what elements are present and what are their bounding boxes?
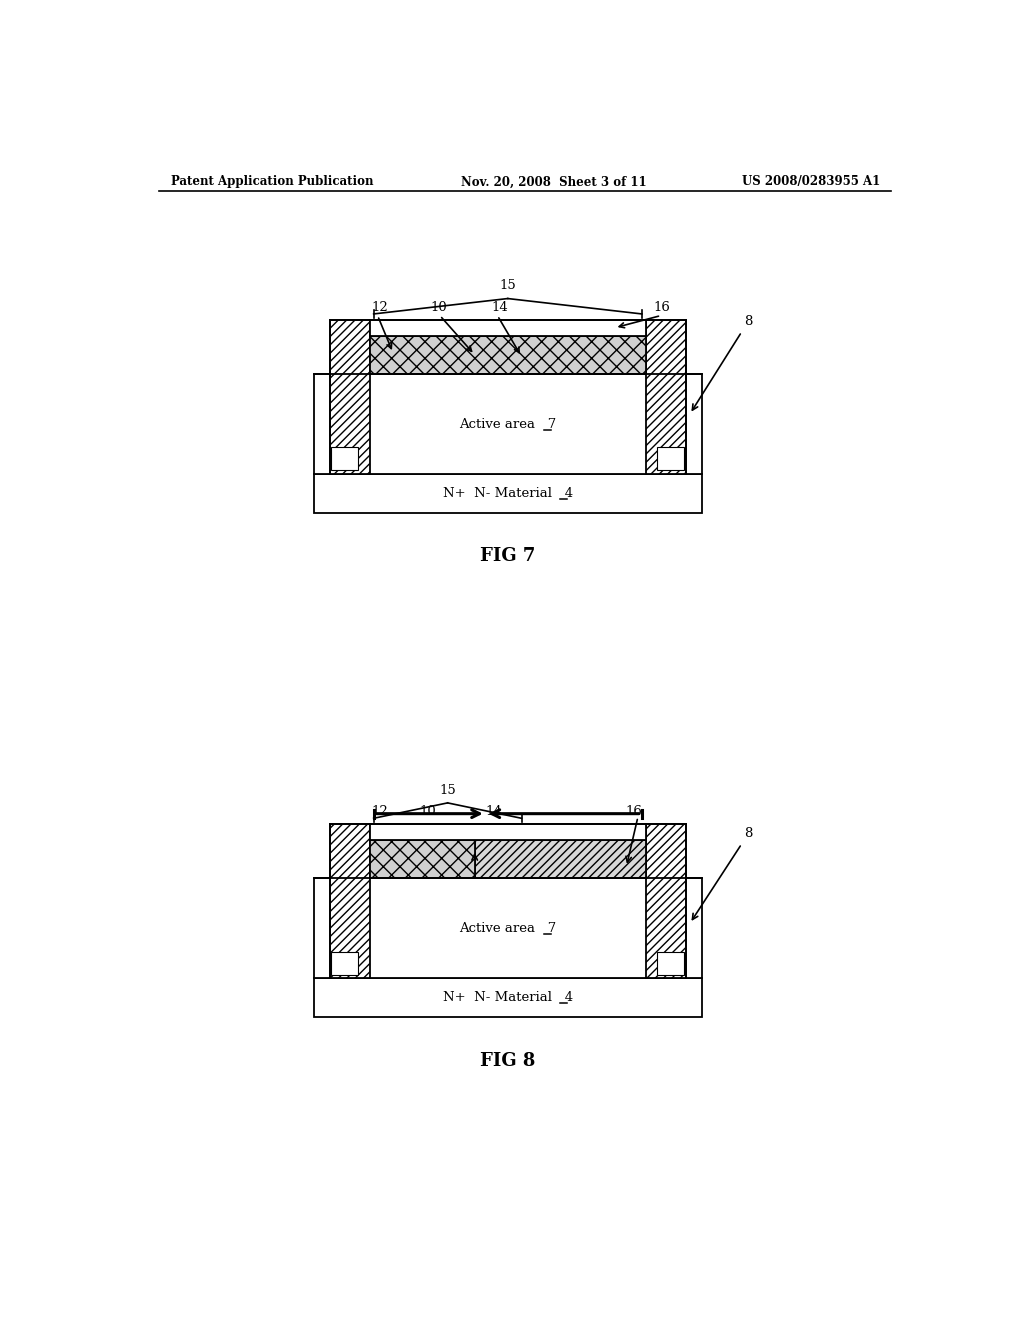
Text: 14: 14 xyxy=(492,301,508,314)
Text: 14: 14 xyxy=(485,805,503,818)
Text: 12: 12 xyxy=(372,301,388,314)
Text: Patent Application Publication: Patent Application Publication xyxy=(171,176,373,189)
Text: Active area   7: Active area 7 xyxy=(459,921,556,935)
Text: 10: 10 xyxy=(420,805,436,818)
Text: 8: 8 xyxy=(744,826,753,840)
Bar xyxy=(331,447,358,470)
Text: 12: 12 xyxy=(372,805,388,818)
Text: Active area   7: Active area 7 xyxy=(459,417,556,430)
Text: FIG 7: FIG 7 xyxy=(480,548,536,565)
Bar xyxy=(370,840,475,878)
Text: FIG 8: FIG 8 xyxy=(480,1052,536,1069)
Bar xyxy=(370,335,646,374)
Text: N+  N- Material   4: N+ N- Material 4 xyxy=(442,487,572,500)
Text: Nov. 20, 2008  Sheet 3 of 11: Nov. 20, 2008 Sheet 3 of 11 xyxy=(461,176,647,189)
Bar xyxy=(646,321,686,474)
Text: 15: 15 xyxy=(439,784,456,797)
Text: 16: 16 xyxy=(653,301,671,314)
Bar xyxy=(657,447,684,470)
Bar xyxy=(646,825,686,978)
Bar xyxy=(330,825,370,978)
Bar xyxy=(370,321,646,335)
Bar xyxy=(330,321,370,474)
Bar xyxy=(657,952,684,974)
Text: N+  N- Material   4: N+ N- Material 4 xyxy=(442,991,572,1005)
Bar xyxy=(475,840,646,878)
Bar xyxy=(314,978,701,1016)
Text: 8: 8 xyxy=(744,314,753,327)
Text: 16: 16 xyxy=(625,805,642,818)
Bar xyxy=(314,474,701,512)
Text: 10: 10 xyxy=(430,301,447,314)
Bar xyxy=(331,952,358,974)
Text: 15: 15 xyxy=(500,280,516,293)
Bar xyxy=(314,374,701,474)
Bar xyxy=(370,825,646,840)
Text: US 2008/0283955 A1: US 2008/0283955 A1 xyxy=(741,176,880,189)
Bar xyxy=(314,878,701,978)
